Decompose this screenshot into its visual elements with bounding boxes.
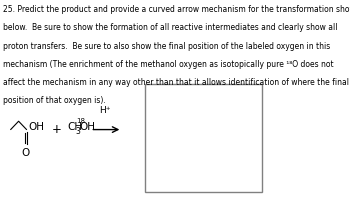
Text: mechanism (The enrichment of the methanol oxygen as isotopically pure ¹⁸O does n: mechanism (The enrichment of the methano… [3, 60, 333, 69]
Text: O: O [22, 148, 30, 158]
Text: CH: CH [68, 122, 83, 133]
Bar [145, 84, 262, 192]
Text: OH: OH [28, 122, 44, 133]
Text: OH: OH [79, 122, 96, 133]
Text: affect the mechanism in any way other than that it allows identification of wher: affect the mechanism in any way other th… [3, 78, 349, 87]
Text: position of that oxygen is).: position of that oxygen is). [3, 96, 105, 105]
Text: +: + [52, 123, 62, 136]
Text: 3: 3 [76, 127, 80, 136]
Text: proton transfers.  Be sure to also show the final position of the labeled oxygen: proton transfers. Be sure to also show t… [3, 42, 330, 51]
Text: 25. Predict the product and provide a curved arrow mechanism for the transformat: 25. Predict the product and provide a cu… [3, 5, 350, 14]
Text: H⁺: H⁺ [99, 106, 111, 115]
Text: below.  Be sure to show the formation of all reactive intermediates and clearly : below. Be sure to show the formation of … [3, 23, 337, 32]
Text: 18: 18 [76, 118, 85, 124]
